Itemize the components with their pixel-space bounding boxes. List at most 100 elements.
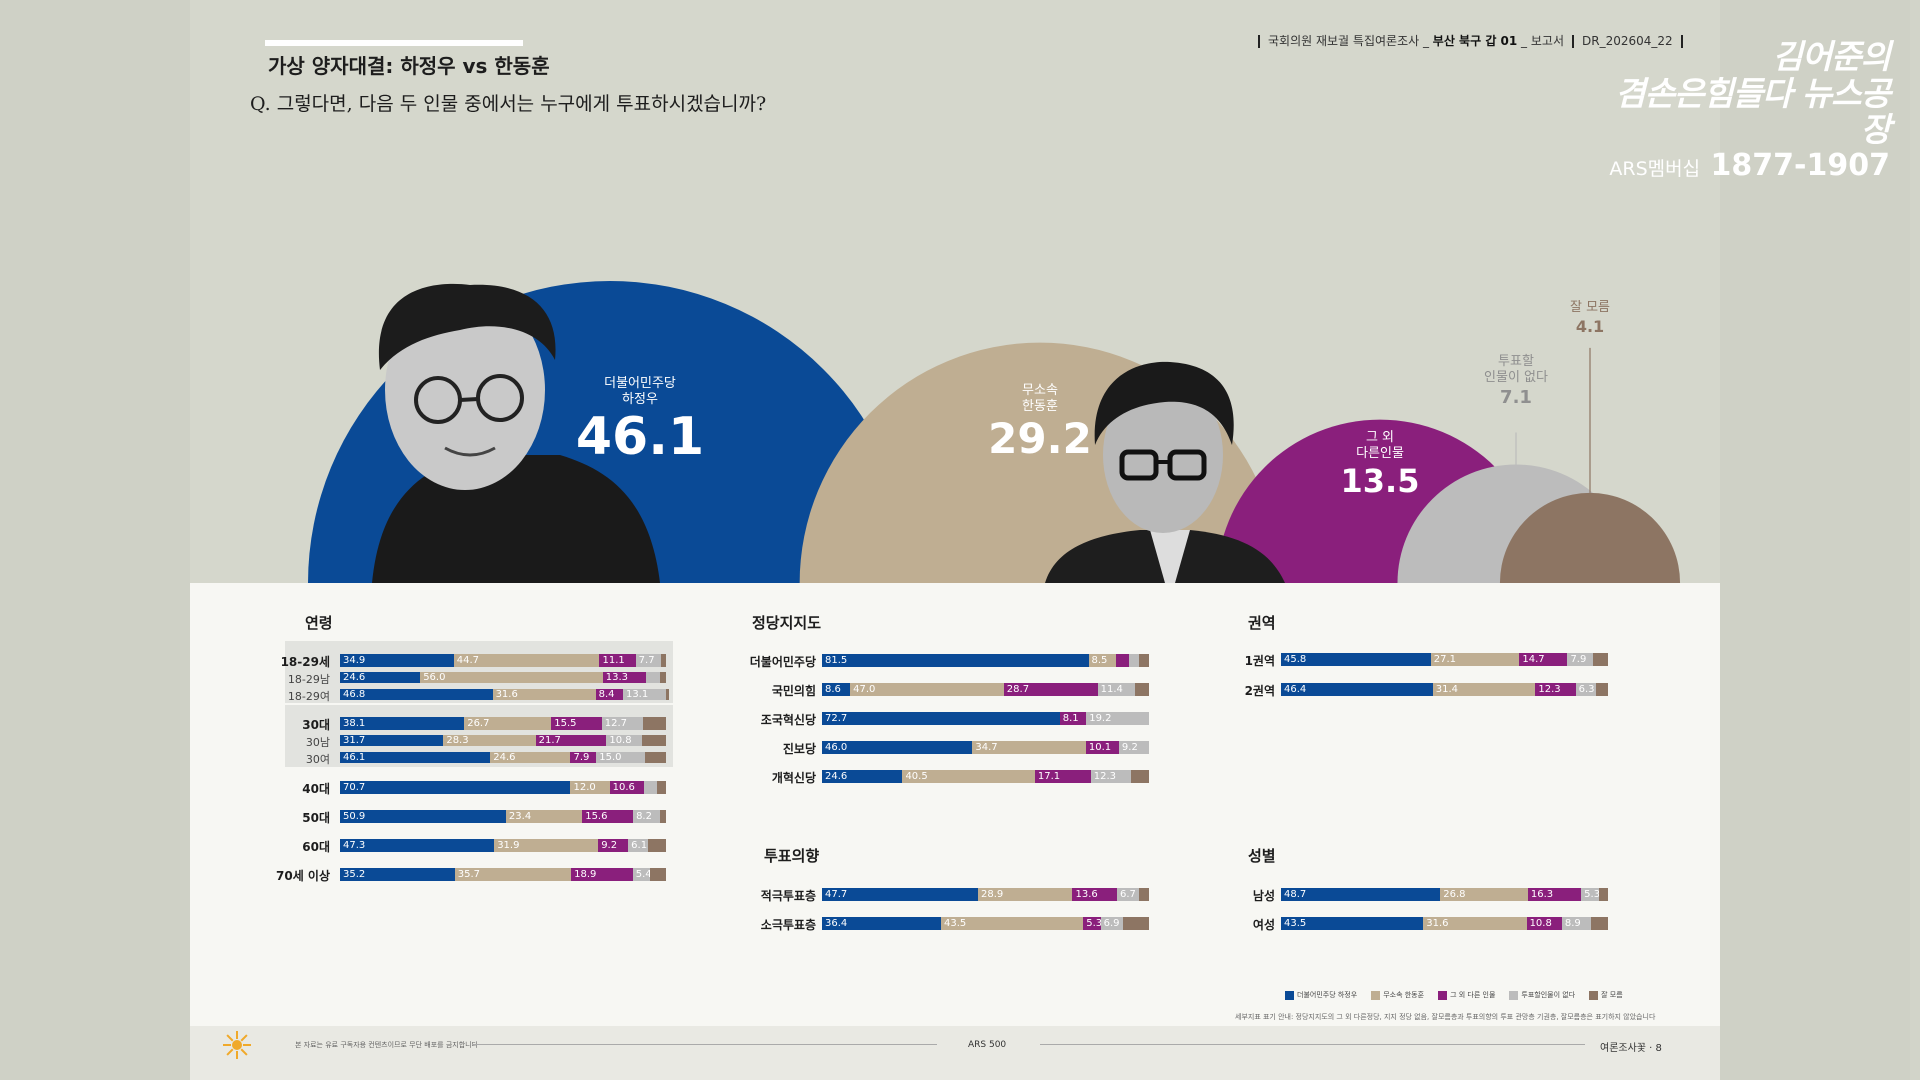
stacked-bar: 8.6 47.0 28.7 11.4 (822, 683, 1149, 696)
bar-segment (1116, 654, 1130, 667)
report-meta: 국회의원 재보궐 특집여론조사 _ 부산 북구 갑 01 _ 보고서 DR_202… (1250, 32, 1691, 49)
bar-segment: 31.6 (492, 689, 596, 700)
bar-segment: 28.9 (977, 888, 1073, 901)
stacked-bar: 47.7 28.9 13.6 6.7 (822, 888, 1149, 901)
bar-segment: 28.7 (1003, 683, 1098, 696)
legend-label: 투표할인물이 없다 (1521, 991, 1576, 999)
panel-title: 투표의향 (764, 847, 820, 865)
bar-segment (1596, 683, 1608, 696)
bubble-label-top: 더불어민주당 (604, 376, 676, 391)
title-accent-bar (265, 40, 523, 46)
bubble-label-4: 잘 모름 4.1 (1510, 300, 1670, 338)
bar-segment: 34.9 (340, 654, 454, 667)
report-footer (190, 1026, 1720, 1080)
bar-segment (1129, 654, 1140, 667)
bar-segment: 46.8 (340, 689, 493, 700)
bar-segment: 8.1 (1059, 712, 1087, 725)
bar-segment: 6.3 (1575, 683, 1597, 696)
bar-segment (650, 868, 666, 881)
bar-segment: 34.7 (972, 741, 1086, 754)
bar-segment: 47.0 (850, 683, 1004, 696)
bar-segment: 13.6 (1072, 888, 1117, 901)
bar-segment: 12.3 (1535, 683, 1576, 696)
bar-segment: 45.8 (1281, 653, 1431, 666)
stacked-bar: 36.4 43.5 5.3 6.9 (822, 917, 1149, 930)
bar-segment: 13.3 (602, 672, 647, 683)
row-label: 40대 (302, 782, 330, 796)
right-margin (1720, 0, 1910, 1080)
row-label: 30남 (305, 736, 330, 749)
stacked-bar: 31.7 28.3 21.7 10.8 (340, 735, 666, 746)
bar-segment (648, 839, 666, 852)
bar-segment: 8.2 (633, 810, 660, 823)
bar-segment: 38.1 (340, 717, 465, 730)
stacked-bar: 43.5 31.6 10.8 8.9 (1281, 917, 1608, 930)
stacked-bar: 35.2 35.7 18.9 5.4 (340, 868, 666, 881)
logo-line2: 겸손은힘들다 뉴스공장 (1615, 74, 1891, 149)
bar-segment: 18.9 (571, 868, 633, 881)
legend-swatch (1509, 990, 1519, 1000)
panel-title: 권역 (1248, 614, 1276, 632)
bar-segment (660, 654, 666, 667)
page-number: 여론조사꽃 · 8 (1600, 1043, 1662, 1054)
bar-segment: 10.8 (1526, 917, 1562, 930)
bar-segment: 9.2 (1118, 741, 1149, 754)
meta-report: 보고서 (1530, 34, 1564, 48)
bar-segment: 21.7 (535, 735, 607, 746)
bar-segment: 15.0 (596, 752, 646, 763)
survey-question: Q. 그렇다면, 다음 두 인물 중에서는 누구에게 투표하시겠습니까? (250, 93, 767, 115)
bar-segment: 12.7 (601, 717, 644, 730)
stacked-bar: 50.9 23.4 15.6 8.2 (340, 810, 666, 823)
bar-segment: 5.3 (1581, 888, 1599, 901)
logo-line1: 김어준의 (1772, 37, 1891, 76)
bar-segment: 7.7 (635, 654, 661, 667)
bar-segment: 56.0 (420, 672, 603, 683)
bubble-value: 7.1 (1500, 387, 1532, 409)
bar-segment: 10.8 (606, 735, 642, 746)
bar-segment (1134, 683, 1149, 696)
row-label: 50대 (302, 811, 330, 825)
bar-segment: 9.2 (598, 839, 629, 852)
bar-segment: 40.5 (902, 770, 1035, 783)
bar-segment: 8.4 (595, 689, 623, 700)
bar-segment: 26.7 (464, 717, 552, 730)
legend-label: 그 외 다른 인물 (1450, 991, 1496, 999)
stacked-bar: 46.0 34.7 10.1 9.2 (822, 741, 1149, 754)
stacked-bar: 46.8 31.6 8.4 13.1 (340, 689, 669, 700)
bar-segment: 43.5 (941, 917, 1084, 930)
stacked-bar: 46.4 31.4 12.3 6.3 (1281, 683, 1608, 696)
row-label: 2권역 (1244, 684, 1275, 698)
bar-segment: 12.0 (570, 781, 610, 794)
bar-segment (643, 717, 666, 730)
bar-segment (657, 781, 666, 794)
bar-segment: 46.1 (340, 752, 491, 763)
legend-label: 무소속 한동훈 (1383, 991, 1425, 999)
legend-swatch (1438, 990, 1448, 1000)
bar-segment: 48.7 (1281, 888, 1441, 901)
bar-segment: 27.1 (1430, 653, 1520, 666)
row-label: 18-29남 (287, 673, 330, 686)
bar-segment: 43.5 (1281, 917, 1424, 930)
bar-segment: 31.6 (1423, 917, 1527, 930)
row-label: 조국혁신당 (760, 713, 816, 727)
bubble-value: 4.1 (1575, 316, 1605, 336)
bar-segment (660, 672, 666, 683)
footer-rule-left (472, 1044, 937, 1045)
bubble-label-name: 다른인물 (1356, 445, 1404, 461)
bar-segment (644, 781, 658, 794)
bubble-label-3: 투표할 인물이 없다 7.1 (1436, 354, 1596, 410)
row-label: 60대 (302, 840, 330, 854)
row-label: 남성 (1252, 889, 1275, 903)
bar-segment: 17.1 (1034, 770, 1091, 783)
bar-segment: 7.9 (570, 752, 597, 763)
bar-segment (1590, 917, 1608, 930)
bubble-value: 13.5 (1340, 461, 1420, 500)
row-label: 진보당 (782, 742, 816, 756)
meta-district: 부산 북구 갑 01 (1432, 34, 1518, 48)
bar-segment: 50.9 (340, 810, 506, 823)
bubble-label-1: 무소속 한동훈 29.2 (960, 383, 1120, 463)
bar-segment: 10.6 (609, 781, 645, 794)
stacked-bar: 24.6 56.0 13.3 (340, 672, 666, 683)
bubble-label-top: 그 외 (1365, 429, 1395, 445)
bar-segment: 11.1 (599, 654, 636, 667)
